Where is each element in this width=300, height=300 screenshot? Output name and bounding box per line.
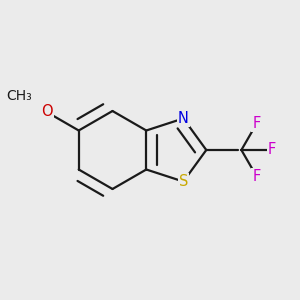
Text: F: F <box>268 142 276 158</box>
Text: CH₃: CH₃ <box>6 89 32 103</box>
Text: S: S <box>179 174 188 189</box>
Text: F: F <box>253 169 261 184</box>
Text: F: F <box>253 116 261 131</box>
Text: N: N <box>178 111 189 126</box>
Text: O: O <box>41 104 52 119</box>
